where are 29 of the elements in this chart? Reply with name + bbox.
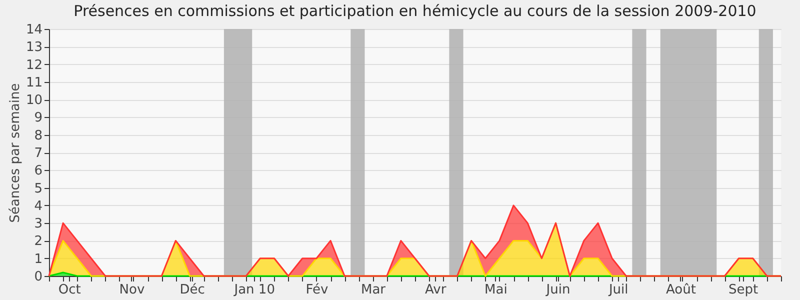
x-tick-label: Jan 10 — [233, 282, 275, 298]
y-tick-label: 0 — [34, 270, 42, 284]
y-tick-label: 5 — [34, 181, 42, 196]
x-tick-label: Juil — [608, 282, 628, 298]
y-tick-label: 4 — [34, 198, 42, 214]
x-tick-label: Juin — [545, 282, 570, 298]
y-tick-label: 12 — [26, 58, 42, 73]
x-tick-label: Nov — [119, 282, 145, 298]
y-tick-label: 1 — [34, 252, 42, 267]
x-tick-label: Déc — [180, 282, 205, 298]
y-tick-label: 11 — [26, 75, 42, 90]
x-tick-label: Mar — [361, 282, 386, 298]
y-tick-label: 14 — [26, 22, 42, 38]
x-tick-label: Avr — [425, 282, 447, 298]
y-axis-title: Séances par semaine — [8, 83, 23, 223]
y-tick-label: 6 — [34, 164, 42, 179]
x-tick-label: Oct — [58, 282, 81, 298]
y-tick-label: 7 — [34, 146, 42, 161]
x-tick-label: Fév — [306, 282, 328, 298]
x-tick-label: Août — [666, 282, 696, 298]
x-tick-label: Sept — [728, 282, 758, 298]
y-tick-label: 2 — [34, 234, 42, 250]
y-tick-label: 9 — [34, 110, 42, 126]
y-tick-label: 3 — [34, 216, 42, 232]
y-tick-label: 8 — [34, 128, 42, 144]
y-tick-label: 13 — [26, 40, 42, 56]
y-tick-label: 10 — [26, 93, 42, 108]
chart-title: Présences en commissions et participation en hémicycle au cours de la session 2009-2010 — [74, 2, 756, 20]
x-tick-label: Mai — [484, 282, 508, 298]
